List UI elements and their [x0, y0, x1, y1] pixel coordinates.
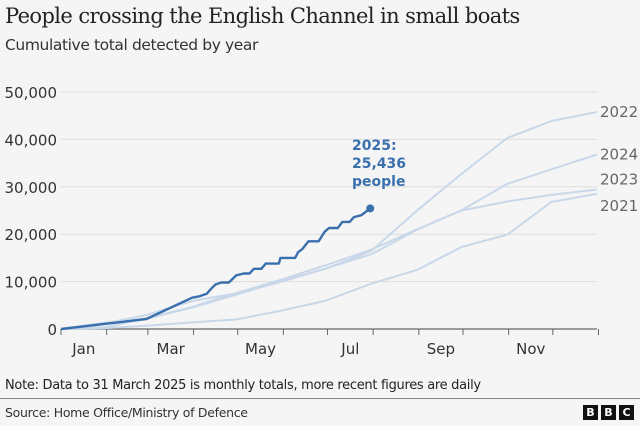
logo-block: B [583, 405, 598, 420]
x-tick-label: May [245, 340, 276, 358]
chart-title: People crossing the English Channel in s… [5, 4, 520, 28]
x-tick-label: Sep [427, 340, 455, 358]
line-chart: 0 10,000 20,000 30,000 40,000 50,000 Jan Mar May… [5, 84, 639, 358]
series-label-2024: 2024 [600, 145, 638, 163]
chart-source: Source: Home Office/Ministry of Defence [5, 405, 248, 420]
series-label-2021: 2021 [600, 197, 638, 215]
y-tick-label: 0 [47, 321, 57, 339]
logo-block: C [619, 405, 634, 420]
annotation-2025: 2025: 25,436 people [352, 138, 406, 190]
series-endpoint-2025 [366, 204, 375, 213]
y-tick-label: 10,000 [5, 274, 58, 292]
series-label-2022: 2022 [600, 103, 638, 121]
series-line-2023 [60, 188, 598, 330]
bbc-logo: B B C [583, 405, 634, 420]
x-tick-label: Nov [516, 340, 545, 358]
y-tick-label: 30,000 [5, 179, 58, 197]
x-tick-label: Jul [340, 340, 359, 358]
y-tick-label: 50,000 [5, 84, 58, 102]
y-tick-label: 20,000 [5, 226, 58, 244]
x-tick-label: Mar [157, 340, 186, 358]
annotation-line1: 2025: [352, 138, 397, 154]
series-line-2025 [60, 207, 371, 331]
chart-note: Note: Data to 31 March 2025 is monthly t… [5, 378, 481, 393]
series-line-2024 [60, 153, 598, 330]
divider [0, 398, 640, 399]
annotation-line2: 25,436 [352, 156, 406, 172]
x-tick-label: Jan [71, 340, 95, 358]
y-tick-label: 40,000 [5, 131, 58, 149]
series-line-2022 [60, 111, 598, 330]
logo-block: B [601, 405, 616, 420]
series-label-2023: 2023 [600, 170, 638, 188]
chart-subtitle: Cumulative total detected by year [5, 36, 258, 54]
series-line-2021 [60, 192, 598, 330]
annotation-line3: people [352, 174, 405, 190]
